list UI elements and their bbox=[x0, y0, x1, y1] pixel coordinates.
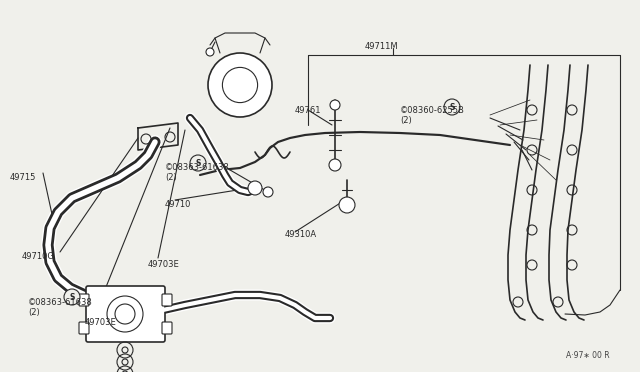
Circle shape bbox=[64, 289, 80, 305]
Text: ©08363-61638
(2): ©08363-61638 (2) bbox=[28, 298, 93, 317]
FancyBboxPatch shape bbox=[79, 322, 89, 334]
FancyBboxPatch shape bbox=[162, 322, 172, 334]
Text: 49703E: 49703E bbox=[85, 318, 116, 327]
Text: ©08360-6255B
(2): ©08360-6255B (2) bbox=[400, 106, 465, 125]
Text: S: S bbox=[69, 292, 75, 301]
Circle shape bbox=[444, 99, 460, 115]
Text: 49703E: 49703E bbox=[148, 260, 180, 269]
FancyBboxPatch shape bbox=[79, 294, 89, 306]
Text: 49710: 49710 bbox=[165, 200, 191, 209]
Circle shape bbox=[107, 296, 143, 332]
Text: A·97∗ 00 R: A·97∗ 00 R bbox=[566, 351, 610, 360]
Circle shape bbox=[206, 48, 214, 56]
Text: 49711M: 49711M bbox=[365, 42, 399, 51]
FancyBboxPatch shape bbox=[86, 286, 165, 342]
Text: S: S bbox=[449, 103, 454, 112]
Circle shape bbox=[190, 155, 206, 171]
Circle shape bbox=[248, 181, 262, 195]
Circle shape bbox=[330, 100, 340, 110]
Text: 49761: 49761 bbox=[295, 106, 321, 115]
Text: 49310A: 49310A bbox=[285, 230, 317, 239]
Circle shape bbox=[115, 304, 135, 324]
Text: 49710G: 49710G bbox=[22, 252, 55, 261]
Circle shape bbox=[263, 187, 273, 197]
Text: 49715: 49715 bbox=[10, 173, 36, 182]
Circle shape bbox=[329, 159, 341, 171]
Text: S: S bbox=[195, 158, 201, 167]
Circle shape bbox=[208, 53, 272, 117]
FancyBboxPatch shape bbox=[162, 294, 172, 306]
Text: ©08363-61638
(2): ©08363-61638 (2) bbox=[165, 163, 230, 182]
Circle shape bbox=[339, 197, 355, 213]
